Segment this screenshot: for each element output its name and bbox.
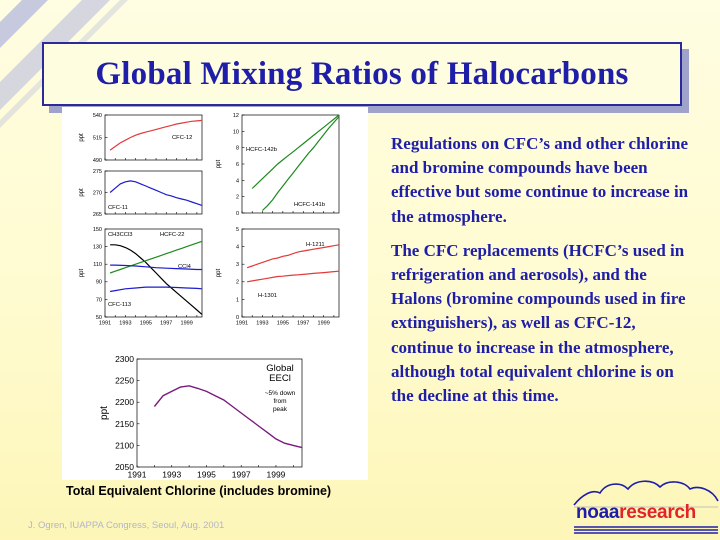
y-tick-label: 4: [236, 245, 239, 251]
x-tick-label: 1995: [197, 470, 216, 480]
panel-frame: [104, 228, 203, 318]
x-tick-label: 1999: [181, 321, 193, 327]
panel-frame: [136, 358, 303, 468]
series-label-hcfc-22: HCFC-22: [160, 232, 184, 238]
series-line-ccl4: [110, 264, 202, 271]
x-tick-label: 1991: [128, 470, 147, 480]
x-tick-label: 1993: [119, 321, 131, 327]
eecl-annotation: peak: [273, 406, 288, 413]
x-tick-label: 1995: [140, 321, 152, 327]
series-line-cfc-113: [109, 286, 203, 293]
series-line-cfc-12: [109, 119, 203, 151]
y-tick-label: 5: [236, 227, 239, 233]
y-axis-label: ppt: [79, 188, 85, 197]
x-tick-label: 1991: [99, 321, 111, 327]
y-tick-label: 70: [96, 297, 102, 303]
y-tick-label: 490: [93, 158, 102, 164]
y-tick-label: 0: [236, 211, 239, 217]
slide-title: Global Mixing Ratios of Halocarbons: [95, 55, 629, 92]
y-tick-label: 10: [233, 129, 239, 135]
y-tick-label: 90: [96, 280, 102, 286]
series-line-hcfc-142b: [251, 114, 340, 189]
y-tick-label: 130: [93, 245, 102, 251]
series-label-h-1211: H-1211: [306, 242, 325, 248]
logo-wordmark: noaaresearch: [576, 502, 696, 524]
series-line-eecl: [153, 385, 303, 449]
y-tick-label: 3: [236, 262, 239, 268]
y-tick-label: 2100: [115, 440, 134, 450]
series-line-hcfc-141b: [261, 116, 340, 211]
y-tick-label: 2150: [115, 419, 134, 429]
y-tick-label: 275: [93, 169, 102, 175]
y-tick-label: 8: [236, 146, 239, 152]
x-tick-label: 1993: [162, 470, 181, 480]
y-tick-label: 6: [236, 162, 239, 168]
series-line-h-1211: [246, 244, 340, 269]
eecl-title: Global: [266, 363, 293, 374]
y-tick-label: 150: [93, 227, 102, 233]
y-tick-label: 2050: [115, 462, 134, 472]
paragraph-replacements: The CFC replacements (HCFC’s used in ref…: [391, 240, 686, 406]
body-text: Regulations on CFC’s and other chlorine …: [391, 132, 691, 418]
series-line-ch3ccl3: [110, 244, 203, 315]
y-tick-label: 12: [233, 113, 239, 119]
series-label-hcfc-142b: HCFC-142b: [246, 147, 277, 153]
x-tick-label: 1995: [277, 321, 289, 327]
footer-credit: J. Ogren, IUAPPA Congress, Seoul, Aug. 2…: [28, 520, 225, 531]
y-tick-label: 2300: [115, 354, 134, 364]
figure-caption: Total Equivalent Chlorine (includes brom…: [66, 484, 332, 498]
x-tick-label: 1999: [266, 470, 285, 480]
series-line-cfc-11: [109, 180, 203, 206]
y-axis-label: ppt: [216, 268, 222, 277]
y-axis-label: ppt: [79, 268, 85, 277]
series-label-ch3ccl3: CH3CCl3: [108, 232, 132, 238]
series-label-cfc-11: CFC-11: [108, 205, 128, 211]
y-tick-label: 270: [93, 190, 102, 196]
panel-frame: [241, 228, 340, 318]
eecl-annotation: from: [274, 398, 287, 405]
y-tick-label: 1: [236, 297, 239, 303]
title-box: Global Mixing Ratios of Halocarbons: [42, 42, 682, 106]
x-tick-label: 1999: [318, 321, 330, 327]
x-tick-label: 1991: [236, 321, 248, 327]
y-tick-label: 0: [236, 315, 239, 321]
paragraph-regulations: Regulations on CFC’s and other chlorine …: [391, 134, 689, 226]
x-tick-label: 1997: [232, 470, 251, 480]
y-tick-label: 50: [96, 315, 102, 321]
x-tick-label: 1997: [297, 321, 309, 327]
y-tick-label: 265: [93, 212, 102, 218]
y-tick-label: 515: [93, 135, 102, 141]
halocarbon-figure: 490515540ppt265270275ppt024681012ppt5070…: [62, 107, 368, 480]
eecl-annotation: ~5% down: [265, 390, 296, 397]
y-axis-label: ppt: [216, 159, 222, 168]
y-axis-label: ppt: [99, 406, 110, 420]
x-tick-label: 1993: [256, 321, 268, 327]
series-label-ccl4: CCl4: [178, 264, 192, 270]
y-tick-label: 2: [236, 280, 239, 286]
noaa-research-logo: [573, 480, 719, 534]
series-label-cfc-113: CFC-113: [108, 302, 131, 308]
y-tick-label: 2250: [115, 376, 134, 386]
y-tick-label: 540: [93, 113, 102, 119]
series-line-h-1301: [246, 270, 340, 283]
y-tick-label: 4: [236, 178, 239, 184]
y-axis-label: ppt: [79, 133, 85, 142]
series-label-h-1301: H-1301: [258, 293, 277, 299]
y-tick-label: 2200: [115, 397, 134, 407]
series-label-cfc-12: CFC-12: [172, 135, 192, 141]
logo-research: research: [619, 502, 696, 523]
eecl-title: EECl: [269, 373, 291, 384]
y-tick-label: 110: [93, 262, 102, 268]
y-tick-label: 2: [236, 195, 239, 201]
logo-noaa: noaa: [576, 502, 620, 523]
series-line-hcfc-22: [109, 240, 203, 274]
x-tick-label: 1997: [160, 321, 172, 327]
series-label-hcfc-141b: HCFC-141b: [294, 202, 325, 208]
